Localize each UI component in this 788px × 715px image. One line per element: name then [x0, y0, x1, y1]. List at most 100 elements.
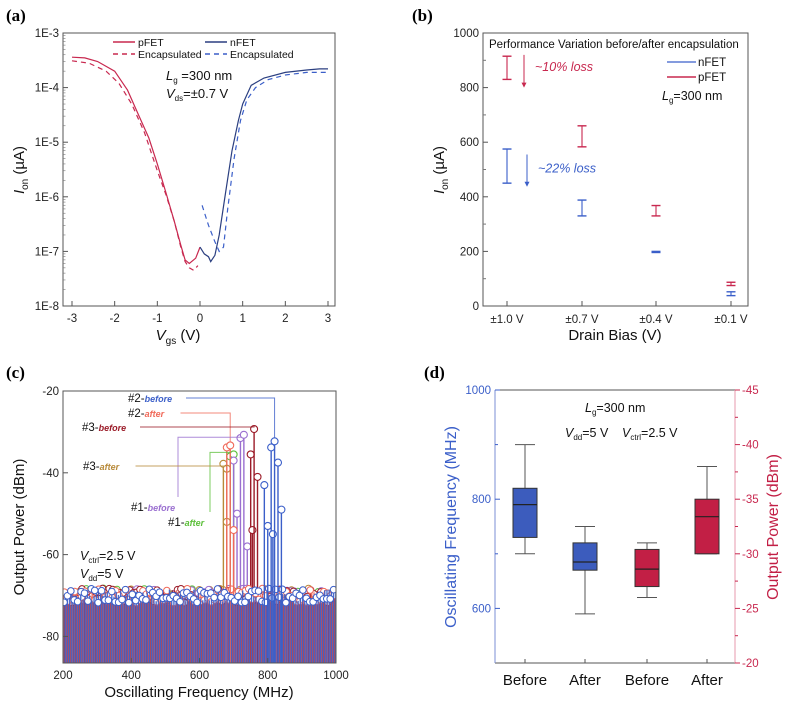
y-tick-label-b: 400	[460, 192, 479, 204]
x-tick-label-a: -2	[110, 313, 120, 325]
annotation-vdd-c: Vdd=5 V	[80, 567, 124, 583]
y-tick-label-a: 1E-4	[35, 83, 60, 95]
series-line-pfet-encapsulated	[71, 60, 199, 272]
y-tick-label-right-d: -45	[742, 385, 759, 397]
x-tick-label-a: -1	[152, 313, 162, 325]
annotation-vds-a: Vds=±0.7 V	[166, 86, 229, 103]
errorbar-pfet	[726, 281, 736, 287]
peak-label-text: #2-before	[128, 393, 172, 405]
x-tick-label-d: Before	[625, 672, 669, 689]
spectrum-marker	[193, 598, 201, 607]
spectrum-marker	[104, 596, 113, 605]
peak-leader-line	[135, 465, 228, 467]
peak-marker	[226, 441, 235, 450]
peak-label-text: #1-before	[131, 502, 175, 514]
spectrum-marker	[234, 592, 242, 601]
spectrum-marker	[121, 585, 130, 594]
errorbar-nfet	[726, 291, 736, 297]
boxes-d	[512, 444, 720, 615]
y-tick-label-a: 1E-6	[35, 192, 59, 204]
errorbar-pfet	[502, 55, 512, 81]
spectrum-marker	[73, 597, 82, 606]
spectrum-marker	[142, 596, 150, 604]
y-axis-label-left-d: Oscillating Frequency (MHz)	[443, 426, 460, 628]
series-line-nfet	[199, 68, 328, 263]
legend-label-pfet: pFET	[138, 37, 164, 49]
spectrum-marker	[67, 587, 75, 595]
y-tick-label-a: 1E-7	[35, 246, 59, 258]
annotation-lg-d: Lg=300 nm	[585, 401, 645, 417]
spectrum-marker	[295, 591, 304, 600]
x-axis-label-c: Oscillating Frequency (MHz)	[104, 684, 293, 701]
peak-marker	[277, 505, 286, 514]
box-left-before	[512, 444, 538, 555]
y-axis-label-c: Output Power (dBm)	[11, 459, 28, 596]
series-line-nfet-encapsulated	[201, 71, 328, 253]
y-tick-label-c: -60	[42, 550, 59, 562]
box-left-after	[572, 526, 598, 615]
box-body	[512, 487, 538, 538]
annotation-vctrl-d: Vctrl=2.5 V	[622, 426, 678, 442]
spectrum-marker	[299, 586, 307, 594]
spectrum-marker	[282, 598, 290, 607]
peak-label-n3-after: #3-after	[83, 461, 228, 473]
peak-marker	[232, 509, 242, 518]
peak-label-n2-before: #2-before	[128, 393, 276, 438]
y-axis-label-a: Ion (µA)	[11, 146, 31, 194]
peak-marker	[239, 430, 248, 439]
x-tick-label-c: 800	[258, 670, 277, 682]
y-tick-label-a: 1E-8	[35, 301, 59, 313]
spectrum-marker	[176, 597, 184, 606]
spectrum-marker	[125, 598, 133, 607]
y-tick-label-c: -40	[42, 468, 59, 480]
x-tick-label-c: 600	[190, 670, 209, 682]
spectrum-marker	[210, 593, 218, 602]
panel-label-c: (c)	[6, 363, 25, 382]
peak-labels-c: #2-before #2-after#3-before #1-before #1-af…	[82, 393, 276, 529]
peak-marker	[273, 458, 283, 467]
series-group-c	[63, 424, 336, 663]
peak-marker	[270, 437, 279, 446]
peak-marker	[263, 521, 272, 531]
x-tick-label-d: Before	[503, 672, 547, 689]
panel-label-a: (a)	[6, 6, 26, 25]
y-tick-label-right-d: -30	[742, 549, 759, 561]
peak-label-text: #2-after	[128, 408, 165, 420]
y-tick-label-b: 200	[460, 246, 479, 258]
peak-marker	[246, 450, 255, 459]
x-tick-label-a: -3	[67, 313, 77, 325]
y-axis-c: -20 -40 -60 -80	[42, 386, 68, 643]
peak-marker	[229, 456, 238, 465]
peak-leader-line	[186, 397, 276, 438]
spectrum-marker	[84, 597, 92, 605]
spectrum-marker	[278, 585, 287, 594]
y-tick-label-b: 600	[460, 137, 479, 149]
panel-a: (a) 1E-31E-41E-51E-61E-71E-8 -3 -2 -1 0 1 2 3 …	[6, 6, 336, 347]
x-tick-label-b: ±1.0 V	[490, 314, 523, 326]
spectrum-marker	[97, 586, 106, 595]
errorbar-nfet	[651, 250, 661, 254]
spectrum-marker	[128, 590, 137, 599]
panel-b: (b) 0 200 400 600 800 1000 ±1.0 V ±0.7 V ±0.4 V…	[412, 6, 749, 344]
errorbars-b	[502, 55, 736, 297]
y-axis-b: 0 200 400 600 800 1000	[453, 28, 488, 313]
spectrum-marker	[80, 589, 89, 597]
x-axis-label-a: Vgs (V)	[156, 327, 201, 347]
box-body	[572, 542, 598, 571]
spectrum-marker	[107, 587, 116, 596]
y-tick-label-right-d: -25	[742, 603, 759, 615]
peak-leader-line	[209, 451, 231, 512]
x-tick-label-b: ±0.4 V	[639, 314, 672, 326]
spectrum-marker	[329, 585, 336, 594]
errorbar-pfet	[651, 204, 661, 217]
spectrum-marker	[306, 586, 314, 594]
y-tick-label-left-d: 1000	[465, 385, 491, 397]
peak-label-text: #3-before	[82, 422, 126, 434]
y-tick-label-b: 1000	[453, 28, 479, 40]
legend-label-nfet: nFET	[230, 37, 256, 49]
peak-label-n2-after: #2-after	[128, 408, 231, 442]
errorbar-pfet	[577, 125, 587, 148]
loss-arrow-head	[524, 181, 530, 187]
peak-marker	[229, 526, 238, 535]
spectrum-marker	[213, 585, 222, 593]
